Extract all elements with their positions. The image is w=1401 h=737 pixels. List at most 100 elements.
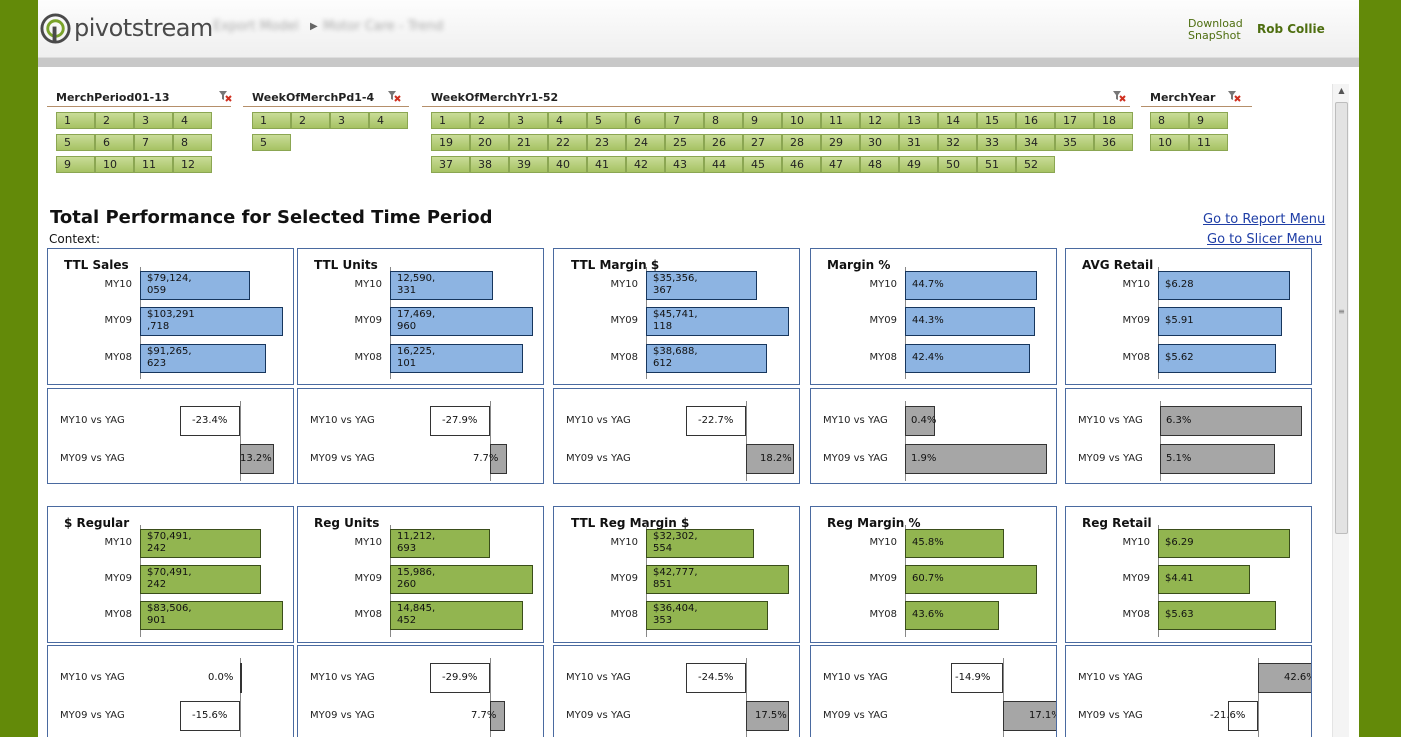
scroll-up-icon[interactable]: ▲ (1338, 86, 1345, 95)
slicer-item[interactable]: 47 (821, 156, 860, 173)
data-bar[interactable]: $79,124, 059 (140, 271, 250, 300)
slicer-menu-link[interactable]: Go to Slicer Menu (1207, 232, 1323, 247)
slicer-item[interactable]: 14 (938, 112, 977, 129)
data-bar[interactable]: $4.41 (1158, 565, 1250, 594)
breadcrumb-item-1[interactable]: Export Model (213, 19, 299, 34)
slicer-item[interactable]: 49 (899, 156, 938, 173)
slicer-item[interactable]: 24 (626, 134, 665, 151)
clear-filter-icon[interactable] (1112, 88, 1126, 102)
growth-bar[interactable] (180, 406, 240, 436)
logo[interactable]: pivotstream (40, 10, 213, 46)
slicer-item[interactable]: 46 (782, 156, 821, 173)
data-bar[interactable]: $5.91 (1158, 307, 1282, 336)
growth-bar[interactable] (490, 444, 507, 474)
slicer-item[interactable]: 15 (977, 112, 1016, 129)
data-bar[interactable]: $6.28 (1158, 271, 1290, 300)
slicer-item[interactable]: 51 (977, 156, 1016, 173)
slicer-item[interactable]: 29 (821, 134, 860, 151)
slicer-item[interactable]: 6 (95, 134, 134, 151)
slicer-item[interactable]: 11 (821, 112, 860, 129)
slicer-item[interactable]: 41 (587, 156, 626, 173)
growth-bar[interactable] (686, 663, 746, 693)
slicer-item[interactable]: 43 (665, 156, 704, 173)
data-bar[interactable]: $83,506, 901 (140, 601, 283, 630)
download-snapshot-link[interactable]: Download SnapShot (1188, 18, 1243, 42)
scroll-thumb[interactable]: ≡ (1335, 102, 1348, 534)
slicer-item[interactable]: 48 (860, 156, 899, 173)
slicer-item[interactable]: 27 (743, 134, 782, 151)
data-bar[interactable]: 42.4% (905, 344, 1030, 373)
slicer-item[interactable]: 9 (1189, 112, 1228, 129)
data-bar[interactable]: 16,225, 101 (390, 344, 523, 373)
data-bar[interactable]: 14,845, 452 (390, 601, 523, 630)
slicer-item[interactable]: 6 (626, 112, 665, 129)
slicer-item[interactable]: 10 (1150, 134, 1189, 151)
slicer-item[interactable]: 9 (743, 112, 782, 129)
data-bar[interactable]: 12,590, 331 (390, 271, 493, 300)
slicer-item[interactable]: 11 (1189, 134, 1228, 151)
slicer-item[interactable]: 8 (173, 134, 212, 151)
slicer-item[interactable]: 23 (587, 134, 626, 151)
slicer-item[interactable]: 8 (1150, 112, 1189, 129)
slicer-item[interactable]: 37 (431, 156, 470, 173)
slicer-item[interactable]: 21 (509, 134, 548, 151)
growth-bar[interactable] (1228, 701, 1258, 731)
slicer-item[interactable]: 7 (665, 112, 704, 129)
slicer-item[interactable]: 4 (173, 112, 212, 129)
breadcrumb-item-2[interactable]: Motor Care - Trend (323, 19, 444, 34)
slicer-item[interactable]: 19 (431, 134, 470, 151)
data-bar[interactable]: $42,777, 851 (646, 565, 789, 594)
growth-bar[interactable] (1003, 701, 1056, 731)
data-bar[interactable]: $70,491, 242 (140, 529, 261, 558)
growth-bar[interactable] (1160, 406, 1302, 436)
clear-filter-icon[interactable] (218, 88, 232, 102)
slicer-item[interactable]: 28 (782, 134, 821, 151)
growth-bar[interactable] (686, 406, 746, 436)
growth-bar[interactable] (746, 444, 794, 474)
growth-bar[interactable] (951, 663, 1003, 693)
slicer-item[interactable]: 9 (56, 156, 95, 173)
data-bar[interactable]: $103,291,718 (140, 307, 283, 336)
data-bar[interactable]: $35,356, 367 (646, 271, 757, 300)
clear-filter-icon[interactable] (1227, 88, 1241, 102)
user-name[interactable]: Rob Collie (1257, 22, 1325, 36)
slicer-item[interactable]: 1 (431, 112, 470, 129)
slicer-item[interactable]: 36 (1094, 134, 1133, 151)
slicer-item[interactable]: 34 (1016, 134, 1055, 151)
slicer-item[interactable]: 17 (1055, 112, 1094, 129)
slicer-item[interactable]: 35 (1055, 134, 1094, 151)
data-bar[interactable]: $91,265, 623 (140, 344, 266, 373)
slicer-item[interactable]: 5 (587, 112, 626, 129)
slicer-item[interactable]: 4 (369, 112, 408, 129)
slicer-item[interactable]: 31 (899, 134, 938, 151)
slicer-item[interactable]: 10 (782, 112, 821, 129)
growth-bar[interactable] (240, 663, 242, 693)
slicer-item[interactable]: 50 (938, 156, 977, 173)
slicer-item[interactable]: 13 (899, 112, 938, 129)
slicer-item[interactable]: 52 (1016, 156, 1055, 173)
slicer-item[interactable]: 12 (173, 156, 212, 173)
slicer-item[interactable]: 1 (252, 112, 291, 129)
data-bar[interactable]: 15,986, 260 (390, 565, 533, 594)
slicer-item[interactable]: 2 (470, 112, 509, 129)
growth-bar[interactable] (430, 406, 490, 436)
growth-bar[interactable] (430, 663, 490, 693)
slicer-item[interactable]: 20 (470, 134, 509, 151)
slicer-item[interactable]: 2 (291, 112, 330, 129)
data-bar[interactable]: $6.29 (1158, 529, 1290, 558)
slicer-item[interactable]: 2 (95, 112, 134, 129)
slicer-item[interactable]: 3 (509, 112, 548, 129)
slicer-item[interactable]: 42 (626, 156, 665, 173)
slicer-item[interactable]: 44 (704, 156, 743, 173)
data-bar[interactable]: $45,741, 118 (646, 307, 789, 336)
growth-bar[interactable] (240, 444, 274, 474)
slicer-item[interactable]: 45 (743, 156, 782, 173)
slicer-item[interactable]: 5 (56, 134, 95, 151)
growth-bar[interactable] (746, 701, 789, 731)
growth-bar[interactable] (905, 406, 935, 436)
slicer-item[interactable]: 22 (548, 134, 587, 151)
data-bar[interactable]: 44.3% (905, 307, 1035, 336)
clear-filter-icon[interactable] (387, 88, 401, 102)
slicer-item[interactable]: 7 (134, 134, 173, 151)
slicer-item[interactable]: 4 (548, 112, 587, 129)
